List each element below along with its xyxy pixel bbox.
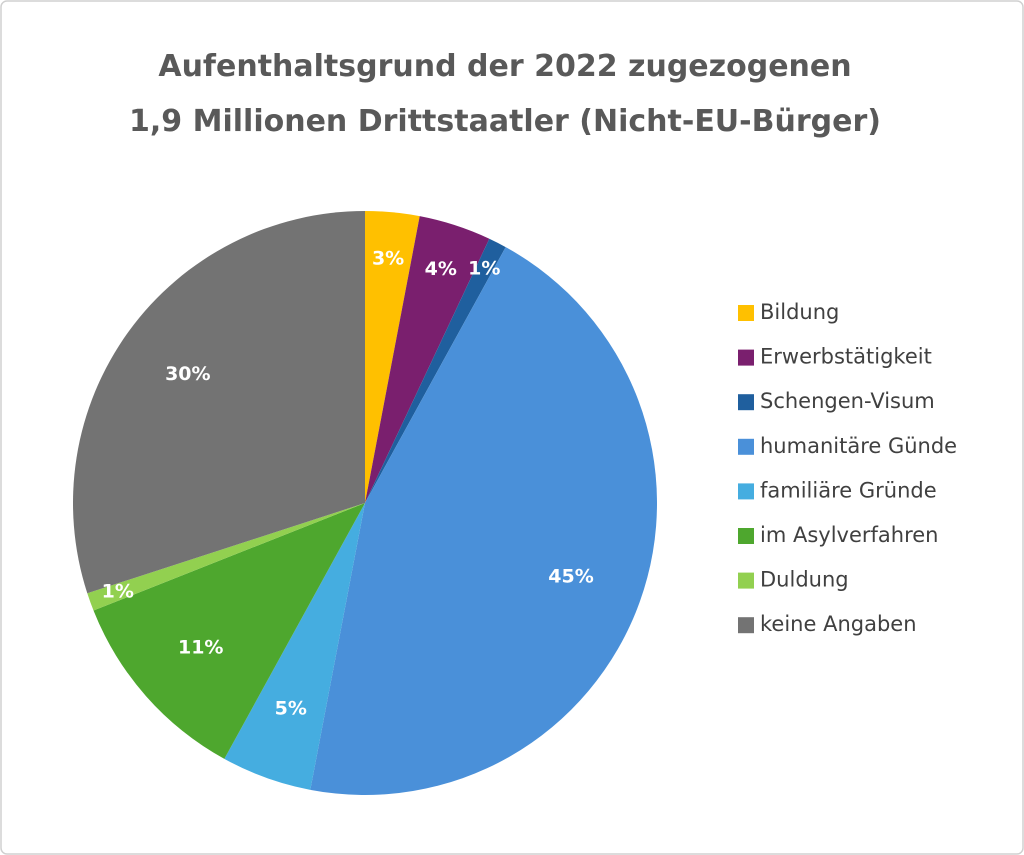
pie-slice <box>365 216 490 503</box>
chart-title: 1,9 Millionen Drittstaatler (Nicht-EU-Bü… <box>129 104 881 139</box>
data-label: 1% <box>102 581 134 603</box>
pie-slice <box>310 247 657 795</box>
data-label: 3% <box>372 247 404 269</box>
legend-swatch <box>738 438 754 455</box>
legend-label: humanitäre Günde <box>760 434 957 458</box>
chart-title: Aufenthaltsgrund der 2022 zugezogenen <box>158 49 851 84</box>
pie-slice <box>365 238 506 503</box>
legend-swatch <box>738 572 754 589</box>
data-label: 4% <box>425 258 457 280</box>
legend-label: Duldung <box>760 568 849 592</box>
pie-slice <box>224 503 365 790</box>
data-label: 30% <box>165 363 210 385</box>
legend-label: Bildung <box>760 300 839 324</box>
legend-swatch <box>738 394 754 411</box>
legend-label: keine Angaben <box>760 612 917 636</box>
legend-swatch <box>738 349 754 366</box>
legend-label: im Asylverfahren <box>760 523 939 547</box>
legend-label: Erwerbstätigkeit <box>760 345 932 369</box>
pie-slice <box>87 503 365 611</box>
pie-slice <box>93 503 366 759</box>
pie-slice <box>72 210 366 594</box>
legend-swatch <box>738 528 754 544</box>
data-label: 11% <box>178 636 223 658</box>
legend-label: familiäre Gründe <box>760 478 937 502</box>
pie-slice <box>365 211 420 503</box>
legend-swatch <box>738 305 754 321</box>
data-label: 5% <box>275 698 307 720</box>
data-label: 45% <box>548 566 593 588</box>
legend-swatch <box>738 483 754 500</box>
legend-label: Schengen-Visum <box>760 389 935 413</box>
data-label: 1% <box>468 257 500 279</box>
legend-swatch <box>738 617 754 634</box>
